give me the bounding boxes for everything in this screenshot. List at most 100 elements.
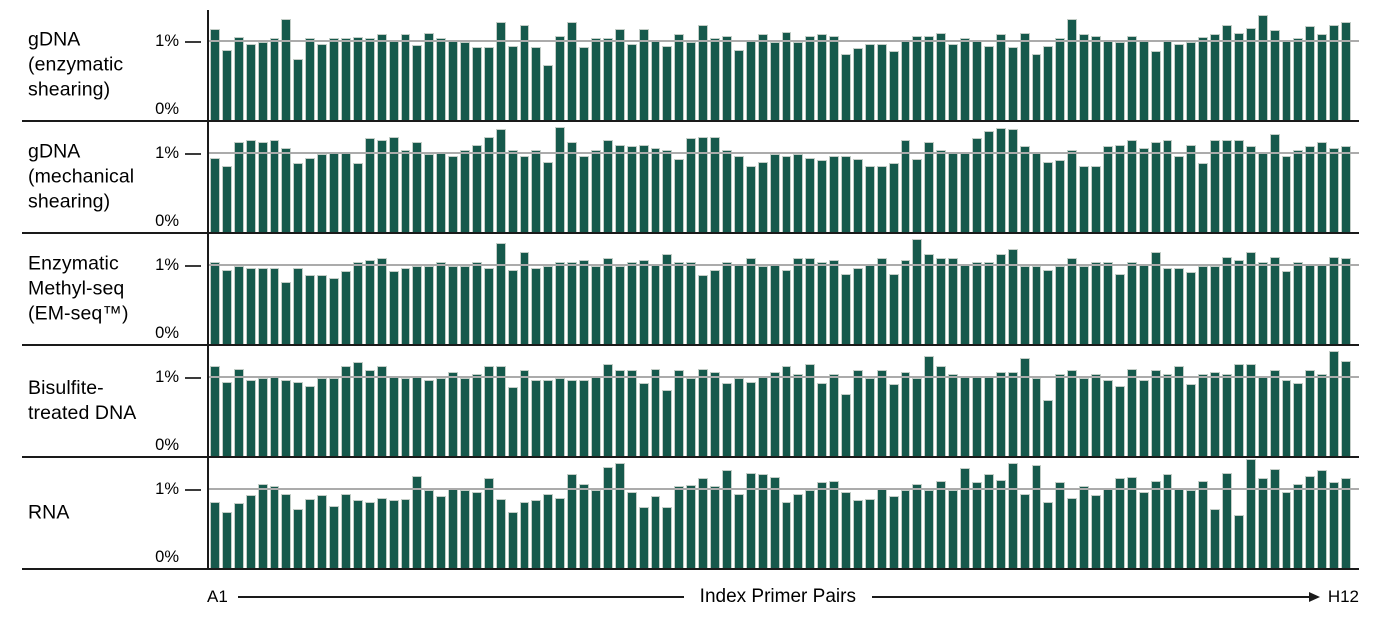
bar — [817, 262, 828, 344]
bar — [698, 369, 709, 456]
bar — [507, 150, 518, 232]
bar — [781, 156, 792, 232]
panel-row: RNA 1% 0% — [22, 458, 1359, 570]
bar — [269, 140, 280, 232]
bar — [733, 156, 744, 232]
bar — [1257, 478, 1268, 568]
bar — [269, 486, 280, 568]
y-axis-line — [207, 10, 209, 120]
bar — [662, 46, 673, 120]
bar — [614, 266, 625, 344]
bar — [364, 260, 375, 344]
bar — [400, 378, 411, 456]
bar — [674, 370, 685, 456]
bar — [948, 490, 959, 568]
bar — [602, 467, 613, 568]
y-tick-0pct-label: 0% — [155, 548, 179, 566]
bar — [1233, 364, 1244, 456]
bar — [412, 476, 423, 568]
bar — [1162, 268, 1173, 344]
bar — [614, 145, 625, 232]
bar — [400, 150, 411, 232]
bar — [1031, 465, 1042, 568]
bar — [1186, 145, 1197, 232]
bar — [710, 486, 720, 568]
bar — [1269, 257, 1280, 344]
bar — [1138, 264, 1149, 344]
bar — [805, 490, 816, 568]
bar — [1293, 484, 1304, 568]
bar — [257, 484, 268, 568]
panel-plot-area — [207, 10, 1359, 120]
bar — [602, 364, 613, 456]
bar — [460, 42, 470, 120]
bar — [972, 262, 982, 344]
bar — [1245, 252, 1256, 344]
bar — [555, 262, 566, 344]
bar — [424, 154, 435, 232]
bar — [1162, 40, 1173, 120]
bar — [1341, 361, 1351, 456]
bar — [924, 142, 935, 232]
bar — [948, 258, 959, 344]
bars-container — [210, 122, 1351, 232]
bar — [579, 380, 589, 456]
bar — [448, 372, 459, 456]
bar — [424, 33, 435, 120]
x-axis-start-label: A1 — [207, 587, 228, 606]
bar — [305, 275, 316, 344]
bar — [1079, 34, 1090, 120]
bar — [650, 264, 661, 344]
bar — [960, 468, 970, 568]
bar — [1079, 266, 1090, 344]
bar — [329, 378, 339, 456]
bar — [1222, 140, 1232, 232]
bar — [245, 495, 256, 568]
y-axis-line — [207, 458, 209, 568]
bar — [674, 486, 685, 568]
bar — [757, 474, 768, 568]
bar — [769, 372, 780, 456]
panel-label: Enzymatic Methyl-seq (EM-seq™) — [28, 252, 129, 325]
bar — [281, 19, 292, 120]
bar — [1269, 469, 1280, 568]
bar — [805, 258, 816, 344]
bar — [1114, 145, 1125, 232]
bar — [829, 156, 840, 232]
bar — [1067, 258, 1078, 344]
bar — [1126, 477, 1137, 568]
bar — [864, 378, 875, 456]
bar — [1222, 257, 1232, 344]
bar — [210, 366, 220, 456]
bar — [852, 500, 863, 568]
bar — [376, 498, 387, 568]
bar — [1174, 488, 1185, 568]
bar — [1007, 249, 1018, 344]
bar — [1102, 488, 1113, 568]
bar — [555, 378, 566, 456]
bar — [483, 366, 494, 456]
bar — [1341, 478, 1351, 568]
bar — [805, 158, 816, 232]
bar — [317, 275, 328, 344]
bar — [1138, 492, 1149, 568]
bar — [781, 270, 792, 344]
bar — [269, 268, 280, 344]
bar — [591, 490, 601, 568]
bar — [543, 162, 554, 232]
bar — [1305, 264, 1316, 344]
bar — [293, 382, 304, 456]
bar — [352, 37, 363, 120]
bar — [210, 502, 220, 568]
bar — [412, 266, 423, 344]
bar — [293, 509, 304, 568]
bar — [900, 372, 911, 456]
bar — [769, 477, 780, 568]
bar — [1126, 369, 1137, 456]
bar — [733, 264, 744, 344]
bar — [567, 22, 578, 120]
bar — [936, 150, 947, 232]
bar — [471, 374, 482, 456]
bar — [876, 44, 887, 120]
bar — [531, 47, 542, 120]
